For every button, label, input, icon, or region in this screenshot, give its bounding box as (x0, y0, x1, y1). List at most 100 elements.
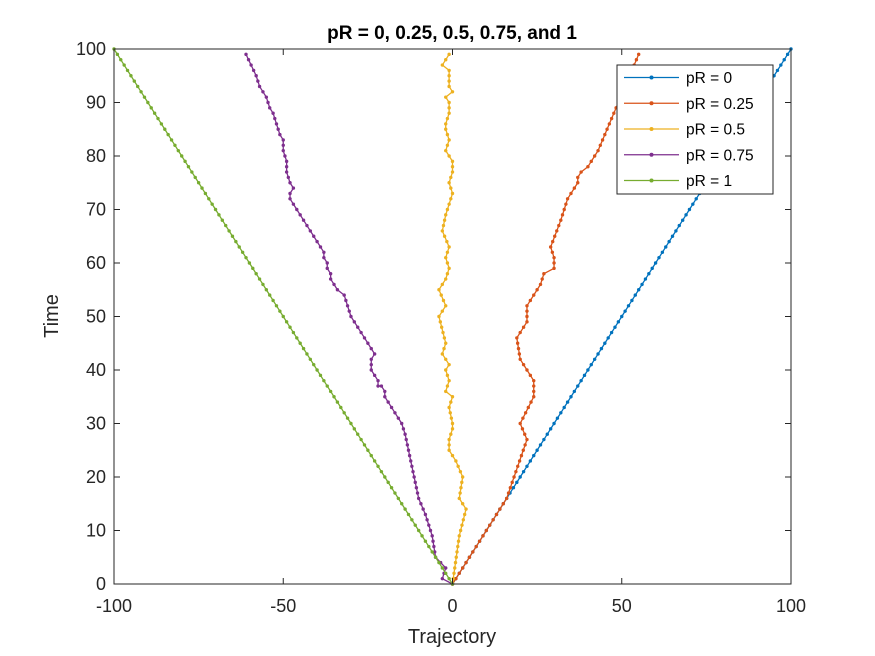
series-0-point (548, 427, 553, 431)
series-3-point (383, 395, 387, 399)
series-4-point (176, 148, 181, 153)
series-3-point (413, 480, 417, 485)
series-1-point (523, 411, 528, 415)
series-3-point (256, 79, 260, 83)
series-4-point (237, 245, 241, 249)
series-0-point (670, 234, 675, 238)
series-4-point (122, 63, 126, 67)
series-2-point (445, 384, 450, 388)
series-0-point (569, 395, 573, 399)
series-3-point (335, 288, 340, 292)
series-0-point (532, 453, 536, 458)
series-1-point (532, 379, 536, 383)
series-4-point (379, 469, 384, 474)
series-3-point (281, 148, 285, 153)
series-2-point (460, 502, 465, 506)
series-2-point (437, 288, 441, 292)
legend-label: pR = 1 (686, 173, 732, 190)
series-4-point (213, 207, 218, 212)
series-3-point (376, 379, 380, 383)
series-3-point (425, 518, 429, 522)
series-3-point (298, 213, 302, 217)
x-tick-label: -100 (96, 596, 132, 616)
series-1-point (515, 336, 519, 340)
series-2-point (441, 298, 446, 303)
series-2-point (445, 132, 450, 137)
series-0-point (592, 357, 597, 361)
series-1-point (525, 437, 529, 442)
series-4-point (335, 400, 340, 404)
series-4-point (437, 560, 441, 565)
series-4-point (163, 127, 167, 131)
series-2-point (445, 239, 449, 244)
series-3-point (322, 255, 326, 260)
series-0-point (636, 288, 641, 292)
y-tick-label: 80 (86, 146, 106, 166)
series-2-point (449, 432, 453, 436)
series-2-point (438, 320, 443, 324)
series-1-point (521, 448, 525, 452)
series-3-point (249, 63, 253, 67)
series-4-point (342, 411, 346, 415)
series-1-point (532, 395, 536, 399)
series-0-point (562, 405, 566, 410)
series-3-point (416, 496, 421, 501)
series-2-point (447, 245, 451, 249)
series-4-point (268, 293, 272, 297)
legend-swatch-marker (649, 127, 654, 131)
series-4-point (271, 298, 275, 303)
series-0-point (779, 63, 783, 67)
series-4-point (440, 566, 445, 570)
series-0-point (572, 389, 577, 394)
series-4-point (244, 255, 248, 260)
series-2-point (462, 512, 467, 517)
series-1-point (540, 277, 544, 281)
series-4-point (278, 309, 282, 313)
series-4-point (406, 512, 411, 517)
series-0-point (596, 352, 600, 356)
series-2-point (450, 165, 455, 169)
series-2-point (454, 459, 458, 463)
series-3-point (428, 528, 433, 533)
series-0-point (579, 379, 583, 383)
series-3-point (379, 384, 384, 388)
series-1-point (518, 330, 522, 335)
series-2-point (460, 480, 464, 485)
series-3-point (444, 566, 448, 570)
series-4-point (180, 154, 184, 158)
series-3-point (344, 298, 348, 303)
series-2-point (447, 379, 451, 383)
series-3-point (342, 293, 346, 297)
series-2-point (456, 544, 460, 549)
series-3-point (369, 362, 373, 367)
series-1-point (464, 560, 468, 565)
series-3-point (432, 544, 436, 549)
series-4-point (190, 170, 194, 174)
series-1-point (542, 272, 546, 276)
series-4-point (125, 68, 130, 73)
series-0-point (603, 341, 607, 345)
series-2-point (460, 475, 465, 479)
legend-label: pR = 0.75 (686, 147, 754, 164)
series-2-point (458, 491, 462, 495)
series-1-point (514, 469, 518, 474)
series-4-point (203, 191, 208, 196)
series-4-point (325, 384, 329, 388)
series-2-point (450, 427, 455, 431)
series-3-point (410, 464, 414, 468)
series-0-point (589, 362, 593, 367)
series-1-point (481, 534, 485, 538)
series-1-point (612, 111, 616, 115)
series-3-point (264, 95, 269, 99)
series-2 (437, 52, 468, 586)
series-3-point (271, 111, 275, 115)
legend-label: pR = 0.5 (686, 122, 745, 139)
series-4-point (227, 229, 231, 233)
series-2-point (456, 464, 460, 468)
series-3-point (403, 432, 407, 436)
series-3-point (404, 437, 408, 442)
series-2-point (450, 191, 455, 196)
series-0-point (630, 298, 634, 303)
series-1-point (589, 159, 593, 164)
series-3-point (283, 154, 287, 158)
